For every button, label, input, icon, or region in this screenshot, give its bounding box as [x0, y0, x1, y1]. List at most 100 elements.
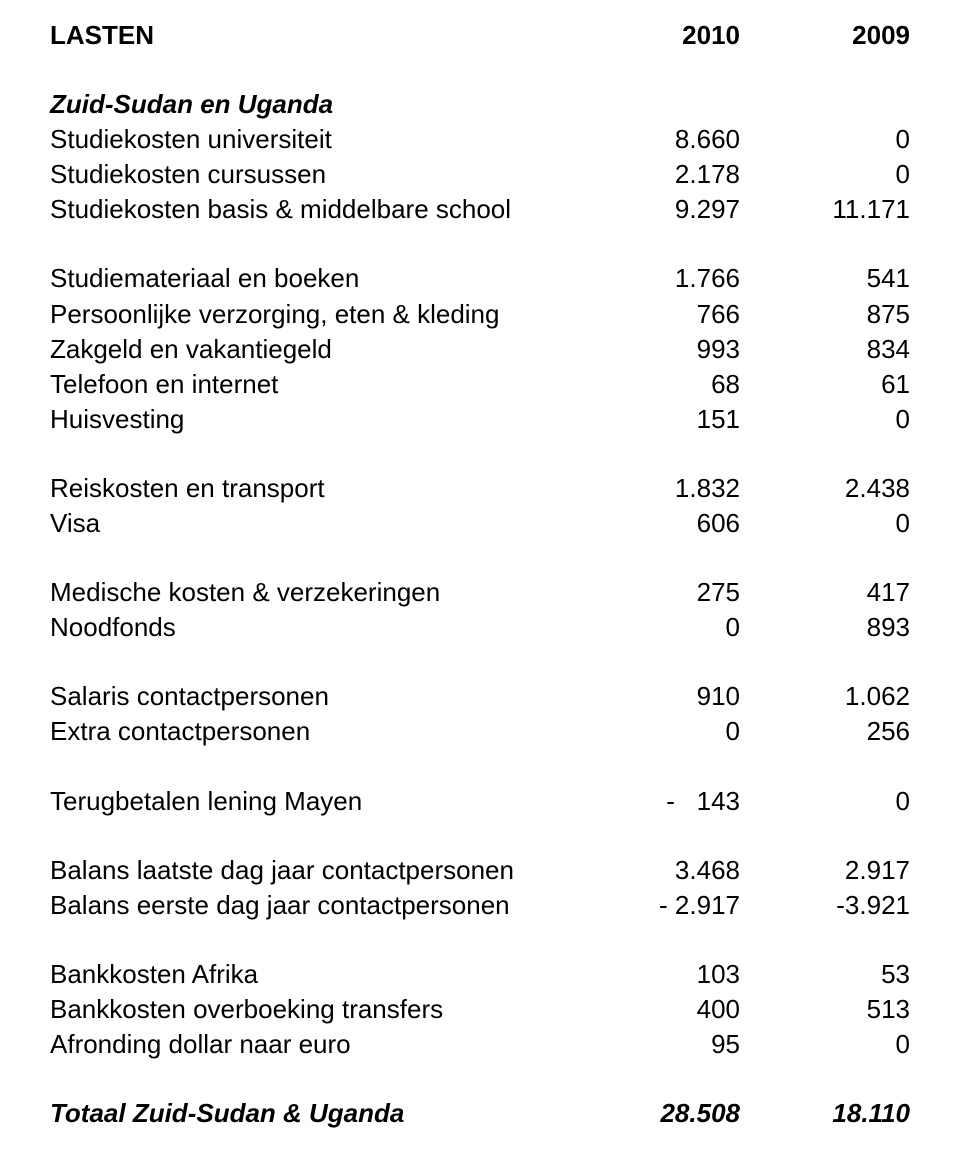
header-col-2010: 2010 [570, 18, 740, 53]
row-label: Reiskosten en transport [50, 471, 570, 506]
row-value-2009: 513 [740, 992, 910, 1027]
row-label: Huisvesting [50, 402, 570, 437]
row-value-2009: 834 [740, 332, 910, 367]
table-row: Persoonlijke verzorging, eten & kleding … [50, 297, 910, 332]
row-value-2009: 53 [740, 957, 910, 992]
row-value-2009: 0 [740, 402, 910, 437]
spacer [50, 645, 910, 679]
total-row: Totaal Zuid-Sudan & Uganda 28.508 18.110 [50, 1096, 910, 1131]
row-value-2009: 417 [740, 575, 910, 610]
row-value-2009: 0 [740, 157, 910, 192]
row-value-2009: 2.438 [740, 471, 910, 506]
row-value-2009: 875 [740, 297, 910, 332]
row-value-2010: 910 [570, 679, 740, 714]
row-value-2010: 606 [570, 506, 740, 541]
row-label: Studiekosten basis & middelbare school [50, 192, 570, 227]
spacer [50, 1062, 910, 1096]
section-title-row: Zuid-Sudan en Uganda [50, 87, 910, 122]
row-value-2009: 2.917 [740, 853, 910, 888]
row-label: Bankkosten Afrika [50, 957, 570, 992]
spacer [50, 437, 910, 471]
row-value-2010: 8.660 [570, 122, 740, 157]
header-row: LASTEN 2010 2009 [50, 18, 910, 53]
row-label: Studiekosten cursussen [50, 157, 570, 192]
row-value-2010: 3.468 [570, 853, 740, 888]
table-row: Studiekosten universiteit 8.660 0 [50, 122, 910, 157]
table-row: Bankkosten overboeking transfers 400 513 [50, 992, 910, 1027]
row-label: Medische kosten & verzekeringen [50, 575, 570, 610]
row-value-2009: 0 [740, 122, 910, 157]
empty-cell [740, 87, 910, 122]
row-value-2009: 1.062 [740, 679, 910, 714]
row-value-2010: 103 [570, 957, 740, 992]
spacer [50, 923, 910, 957]
table-row: Salaris contactpersonen 910 1.062 [50, 679, 910, 714]
table-row: Bankkosten Afrika 103 53 [50, 957, 910, 992]
table-row: Studiemateriaal en boeken 1.766 541 [50, 261, 910, 296]
table-row: Visa 606 0 [50, 506, 910, 541]
row-value-2009: 541 [740, 261, 910, 296]
row-value-2010: 68 [570, 367, 740, 402]
spacer [50, 750, 910, 784]
section-title: Zuid-Sudan en Uganda [50, 87, 570, 122]
row-value-2010: 1.832 [570, 471, 740, 506]
table-row: Balans eerste dag jaar contactpersonen -… [50, 888, 910, 923]
row-label: Afronding dollar naar euro [50, 1027, 570, 1062]
row-value-2010: 9.297 [570, 192, 740, 227]
row-label: Studiekosten universiteit [50, 122, 570, 157]
row-value-2010: - 2.917 [570, 888, 740, 923]
row-label: Noodfonds [50, 610, 570, 645]
row-value-2009: 256 [740, 714, 910, 749]
row-value-2010: 1.766 [570, 261, 740, 296]
table-row: Extra contactpersonen 0 256 [50, 714, 910, 749]
spacer [50, 819, 910, 853]
row-value-2009: 0 [740, 506, 910, 541]
row-label: Studiemateriaal en boeken [50, 261, 570, 296]
table-row: Huisvesting 151 0 [50, 402, 910, 437]
row-value-2009: 0 [740, 784, 910, 819]
table-row: Afronding dollar naar euro 95 0 [50, 1027, 910, 1062]
table-row: Studiekosten cursussen 2.178 0 [50, 157, 910, 192]
row-label: Balans laatste dag jaar contactpersonen [50, 853, 570, 888]
row-value-2010: 0 [570, 610, 740, 645]
row-value-2010: 275 [570, 575, 740, 610]
row-label: Visa [50, 506, 570, 541]
table-row: Studiekosten basis & middelbare school 9… [50, 192, 910, 227]
row-value-2010: 400 [570, 992, 740, 1027]
spacer [50, 53, 910, 87]
table-row: Telefoon en internet 68 61 [50, 367, 910, 402]
row-value-2009: -3.921 [740, 888, 910, 923]
row-label: Balans eerste dag jaar contactpersonen [50, 888, 570, 923]
table-row: Balans laatste dag jaar contactpersonen … [50, 853, 910, 888]
row-value-2010: 95 [570, 1027, 740, 1062]
total-value-2009: 18.110 [740, 1096, 910, 1131]
row-label: Extra contactpersonen [50, 714, 570, 749]
table-row: Terugbetalen lening Mayen - 143 0 [50, 784, 910, 819]
header-title: LASTEN [50, 18, 570, 53]
row-value-2010: 993 [570, 332, 740, 367]
row-value-2010: 0 [570, 714, 740, 749]
row-value-2009: 11.171 [740, 192, 910, 227]
table-row: Zakgeld en vakantiegeld 993 834 [50, 332, 910, 367]
row-label: Terugbetalen lening Mayen [50, 784, 570, 819]
row-label: Persoonlijke verzorging, eten & kleding [50, 297, 570, 332]
row-value-2009: 61 [740, 367, 910, 402]
total-label: Totaal Zuid-Sudan & Uganda [50, 1096, 570, 1131]
row-value-2010: 766 [570, 297, 740, 332]
spacer [50, 541, 910, 575]
table-row: Noodfonds 0 893 [50, 610, 910, 645]
row-value-2010: 151 [570, 402, 740, 437]
empty-cell [570, 87, 740, 122]
row-label: Bankkosten overboeking transfers [50, 992, 570, 1027]
row-value-2010: - 143 [570, 784, 740, 819]
row-label: Salaris contactpersonen [50, 679, 570, 714]
row-value-2009: 893 [740, 610, 910, 645]
header-col-2009: 2009 [740, 18, 910, 53]
row-label: Zakgeld en vakantiegeld [50, 332, 570, 367]
row-label: Telefoon en internet [50, 367, 570, 402]
total-value-2010: 28.508 [570, 1096, 740, 1131]
spacer [50, 227, 910, 261]
row-value-2009: 0 [740, 1027, 910, 1062]
table-row: Medische kosten & verzekeringen 275 417 [50, 575, 910, 610]
table-row: Reiskosten en transport 1.832 2.438 [50, 471, 910, 506]
